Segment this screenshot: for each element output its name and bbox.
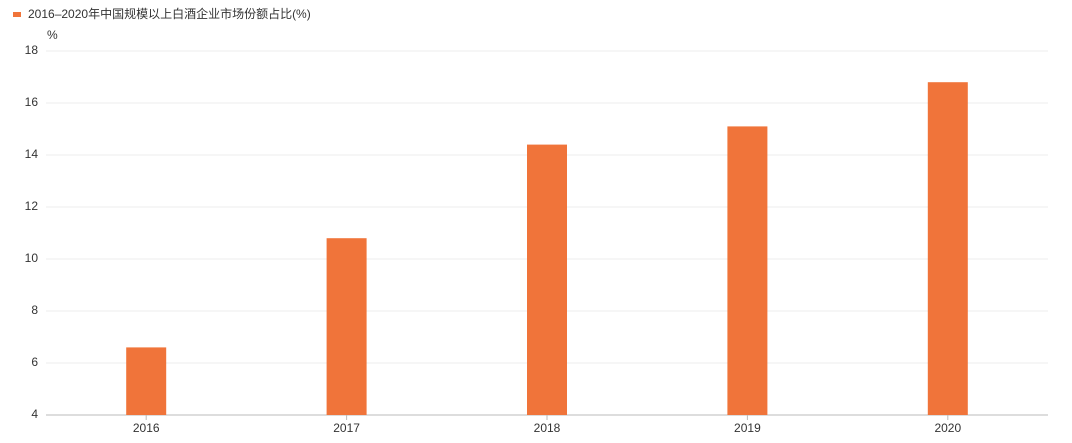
bar <box>326 238 367 415</box>
bar <box>927 82 968 415</box>
x-tick-label: 2019 <box>734 421 761 435</box>
bar <box>527 144 567 415</box>
y-tick-label: 8 <box>31 303 38 317</box>
y-tick-label: 14 <box>25 147 39 161</box>
y-tick-label: 4 <box>31 407 38 421</box>
bar <box>126 347 167 415</box>
y-tick-label: 16 <box>25 95 39 109</box>
y-tick-label: 10 <box>25 251 39 265</box>
x-tick-label: 2016 <box>133 421 160 435</box>
x-tick-label: 2018 <box>534 421 561 435</box>
y-tick-label: 18 <box>25 43 39 57</box>
legend-swatch <box>13 12 21 17</box>
x-tick-label: 2020 <box>934 421 961 435</box>
legend-label: 2016–2020年中国规模以上白酒企业市场份额占比(%) <box>28 6 311 21</box>
y-tick-label: 12 <box>25 199 39 213</box>
bar <box>727 126 768 416</box>
y-axis-label: % <box>47 28 58 42</box>
y-tick-label: 6 <box>31 355 38 369</box>
x-tick-label: 2017 <box>333 421 360 435</box>
